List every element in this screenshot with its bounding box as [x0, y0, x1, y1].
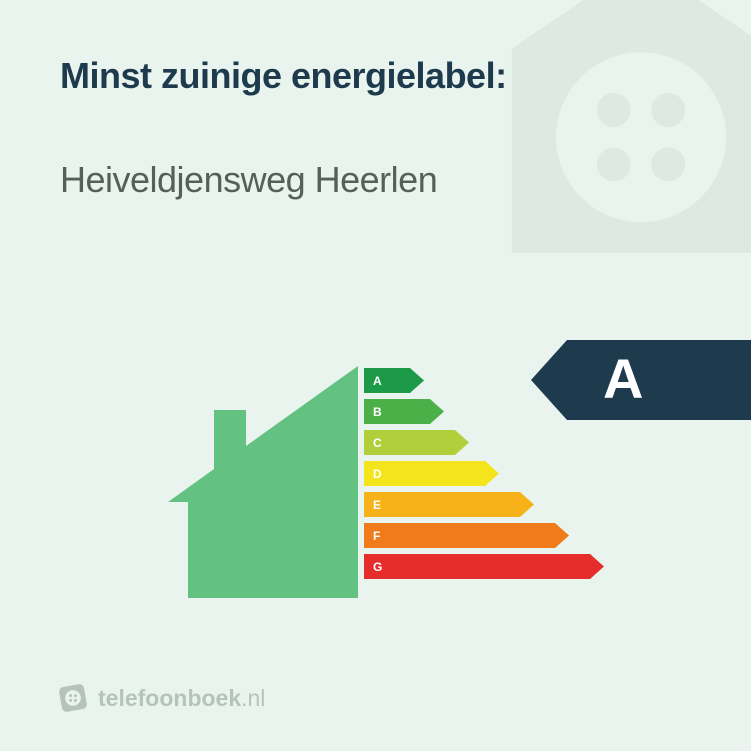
- energy-bar-label: C: [373, 436, 382, 450]
- content-area: Minst zuinige energielabel: Heiveldjensw…: [0, 0, 751, 201]
- energy-bar: [364, 554, 604, 579]
- brand-tld: .nl: [241, 685, 265, 711]
- energy-bar-label: F: [373, 529, 380, 543]
- brand-icon: [58, 683, 88, 713]
- page-subtitle: Heiveldjensweg Heerlen: [60, 159, 691, 201]
- energy-bar-row: E: [364, 492, 704, 517]
- energy-bar-label: B: [373, 405, 382, 419]
- energy-bar-label: E: [373, 498, 381, 512]
- brand-name: telefoonboek: [98, 685, 241, 711]
- rating-callout: A: [531, 340, 751, 420]
- energy-bar: [364, 523, 569, 548]
- energy-bar-label: A: [373, 374, 382, 388]
- energy-bar-row: F: [364, 523, 704, 548]
- energy-bar-label: D: [373, 467, 382, 481]
- energy-bar: [364, 492, 534, 517]
- energy-bar-row: G: [364, 554, 704, 579]
- energy-bar: [364, 461, 499, 486]
- rating-letter: A: [603, 346, 643, 411]
- footer-brand: telefoonboek.nl: [58, 683, 265, 713]
- energy-bar-row: C: [364, 430, 704, 455]
- energy-bar-label: G: [373, 560, 382, 574]
- page-title: Minst zuinige energielabel:: [60, 55, 691, 97]
- house-icon: [158, 366, 358, 598]
- energy-bar-row: D: [364, 461, 704, 486]
- brand-text: telefoonboek.nl: [98, 685, 265, 712]
